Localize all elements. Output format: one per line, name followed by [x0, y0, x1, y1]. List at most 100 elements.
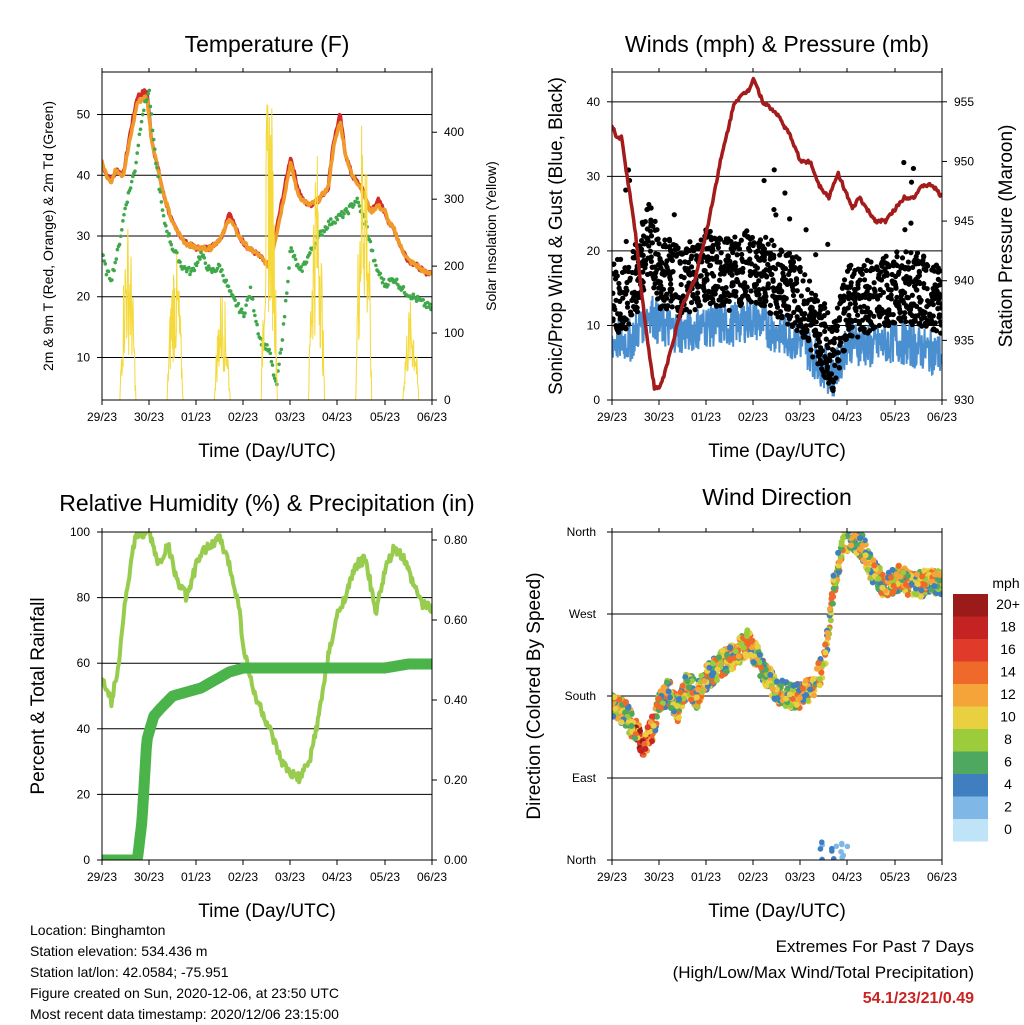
direction-point	[819, 856, 825, 860]
gust-point	[854, 312, 861, 318]
x-tick-label: 04/23	[832, 870, 862, 884]
gust-point	[613, 323, 619, 329]
gust-point	[770, 285, 776, 291]
dewpoint-point	[344, 207, 349, 211]
dewpoint-point	[415, 294, 420, 299]
gust-point	[902, 227, 908, 233]
gust-point	[753, 299, 759, 305]
gust-point	[810, 354, 816, 360]
gust-point	[859, 294, 865, 301]
gust-point	[840, 282, 846, 288]
direction-point	[904, 591, 911, 598]
direction-point	[637, 747, 644, 754]
gust-point	[688, 299, 695, 306]
direction-point	[719, 647, 726, 654]
station-elevation: Station elevation: 534.436 m	[30, 943, 208, 959]
gust-point	[816, 339, 823, 345]
dewpoint-point	[161, 213, 166, 218]
direction-point	[921, 567, 928, 574]
dewpoint-point	[228, 289, 233, 293]
gust-point	[757, 257, 763, 263]
dewpoint-point	[256, 332, 261, 336]
gust-point	[849, 333, 855, 339]
gust-point	[690, 291, 696, 298]
y2-tick-label: 100	[444, 326, 464, 340]
direction-point	[811, 692, 818, 699]
gust-point	[836, 317, 842, 323]
direction-point	[818, 669, 825, 676]
gust-point	[908, 179, 915, 185]
gust-point	[818, 307, 824, 313]
series-line-3	[612, 76, 942, 391]
direction-point	[804, 697, 811, 704]
x-tick-label: 04/23	[832, 410, 862, 424]
gust-point	[722, 266, 728, 272]
direction-point	[890, 582, 897, 589]
extremes-title: Extremes For Past 7 Days	[775, 937, 974, 956]
gust-point	[908, 250, 914, 256]
gust-point	[917, 299, 923, 305]
gust-point	[880, 289, 887, 296]
gust-point	[747, 268, 753, 275]
gust-point	[771, 206, 777, 213]
direction-point	[695, 686, 702, 693]
dewpoint-point	[254, 319, 258, 324]
dewpoint-point	[150, 128, 155, 133]
direction-point	[655, 695, 662, 702]
plot-area	[102, 532, 432, 860]
y2-tick-label: 940	[954, 274, 974, 288]
gust-point	[765, 283, 771, 289]
y2-tick-label: 300	[444, 192, 464, 206]
y-axis-label: 2m & 9m T (Red, Orange) & 2m Td (Green)	[40, 101, 56, 371]
direction-point	[839, 841, 845, 848]
gust-point	[728, 269, 734, 275]
x-tick-label: 02/23	[228, 870, 258, 884]
gust-point	[910, 264, 916, 271]
gust-point	[830, 385, 836, 391]
gust-point	[836, 365, 842, 371]
direction-point	[885, 569, 892, 576]
direction-point	[713, 677, 720, 684]
insolation-burst	[213, 297, 231, 400]
gust-point	[705, 254, 711, 260]
gust-point	[831, 340, 837, 346]
gust-point	[785, 321, 791, 327]
gust-point	[696, 303, 702, 309]
gust-point	[656, 241, 662, 247]
dewpoint-point	[396, 282, 400, 287]
gust-point	[832, 362, 838, 368]
gust-point	[767, 310, 773, 316]
gust-point	[848, 317, 854, 323]
colorbar-label: 0	[1004, 821, 1012, 837]
direction-point	[744, 641, 751, 648]
dewpoint-point	[320, 233, 324, 237]
gust-point	[826, 373, 833, 379]
gust-point	[641, 241, 647, 247]
station-location: Location: Binghamton	[30, 922, 166, 938]
dewpoint-point	[421, 298, 426, 302]
dewpoint-point	[153, 147, 157, 151]
direction-point	[679, 682, 686, 689]
gust-point	[652, 227, 658, 233]
direction-point	[829, 600, 836, 607]
dewpoint-point	[378, 271, 383, 276]
gust-point	[901, 264, 907, 270]
direction-point	[919, 573, 926, 580]
dewpoint-point	[281, 322, 286, 326]
gust-point	[739, 256, 745, 262]
gust-point	[657, 279, 663, 285]
gust-point	[862, 284, 869, 290]
gust-point	[811, 309, 817, 315]
gust-point	[829, 377, 835, 383]
gust-point	[857, 277, 863, 283]
gust-point	[833, 323, 839, 330]
gust-point	[912, 317, 918, 323]
gust-point	[623, 326, 629, 332]
direction-point	[822, 641, 829, 648]
direction-point	[628, 710, 635, 717]
gust-point	[732, 234, 738, 240]
chart-panel-2: Winds (mph) & Pressure (mb) 0 10 20 30 40 930 9…	[546, 31, 1017, 462]
dewpoint-point	[147, 88, 152, 93]
gust-point	[848, 280, 854, 286]
dewpoint-point	[195, 260, 200, 265]
